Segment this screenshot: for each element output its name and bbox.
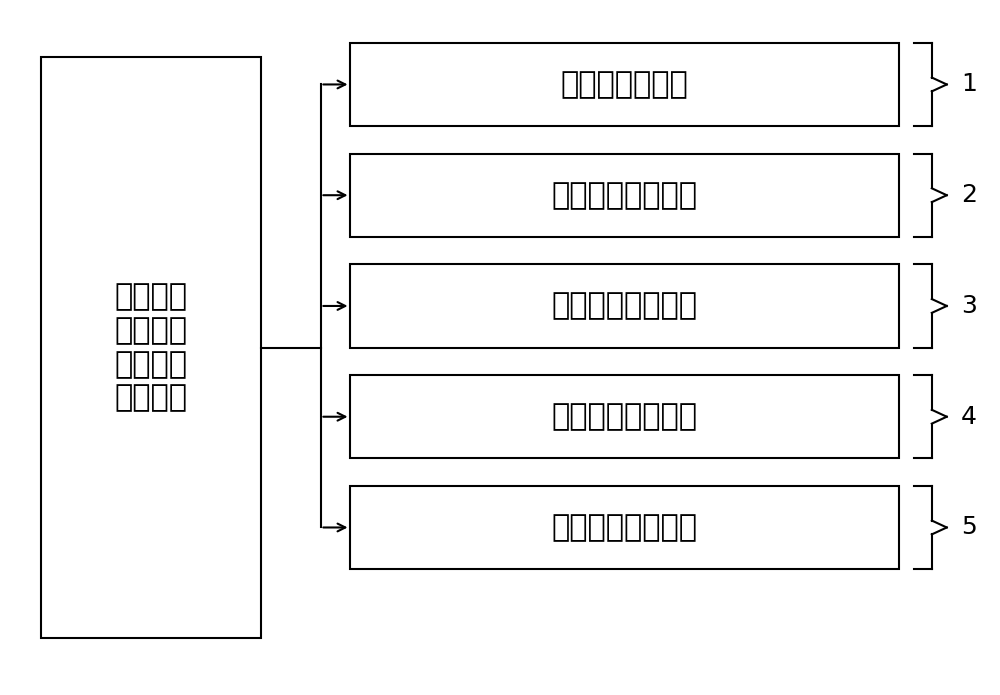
Text: 2: 2 [961, 183, 977, 207]
Text: 网络模型构建模块: 网络模型构建模块 [552, 402, 698, 431]
Text: 数据集选取模块: 数据集选取模块 [561, 70, 689, 99]
Text: 图像特征提取模块: 图像特征提取模块 [552, 291, 698, 320]
FancyBboxPatch shape [350, 43, 899, 126]
FancyBboxPatch shape [41, 57, 261, 638]
FancyBboxPatch shape [350, 375, 899, 458]
Text: 5: 5 [961, 516, 977, 539]
Text: 3: 3 [961, 294, 977, 318]
Text: 多尺度嵌
套的遥感
图像变化
检测系统: 多尺度嵌 套的遥感 图像变化 检测系统 [114, 283, 187, 412]
Text: 网络模型测试模块: 网络模型测试模块 [552, 513, 698, 542]
FancyBboxPatch shape [350, 486, 899, 569]
Text: 数据集预处理模块: 数据集预处理模块 [552, 181, 698, 210]
Text: 4: 4 [961, 404, 977, 429]
FancyBboxPatch shape [350, 264, 899, 348]
Text: 1: 1 [961, 72, 977, 97]
FancyBboxPatch shape [350, 154, 899, 237]
